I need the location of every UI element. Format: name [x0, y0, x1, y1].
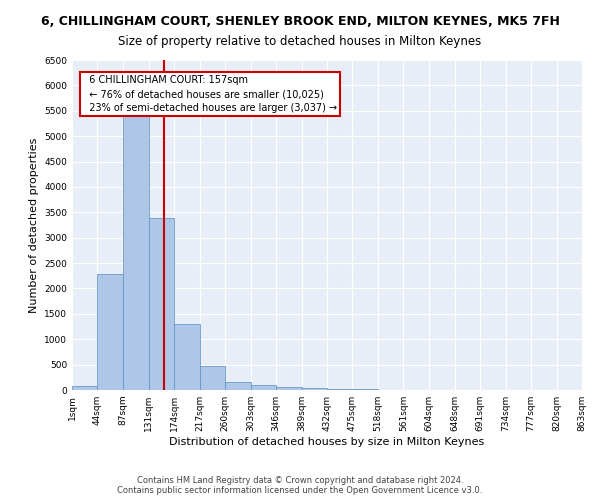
Bar: [175, 324, 200, 390]
Bar: [225, 382, 251, 390]
Bar: [72, 386, 97, 390]
Text: Contains HM Land Registry data © Crown copyright and database right 2024.
Contai: Contains HM Land Registry data © Crown c…: [118, 476, 482, 495]
Y-axis label: Number of detached properties: Number of detached properties: [29, 138, 38, 312]
Bar: [251, 386, 276, 390]
Bar: [149, 218, 175, 390]
Text: Size of property relative to detached houses in Milton Keynes: Size of property relative to detached ho…: [118, 35, 482, 48]
Bar: [200, 366, 225, 390]
Bar: [276, 388, 302, 390]
Bar: [327, 389, 352, 390]
Bar: [97, 274, 123, 390]
Bar: [302, 388, 327, 390]
X-axis label: Distribution of detached houses by size in Milton Keynes: Distribution of detached houses by size …: [169, 437, 485, 447]
Bar: [123, 114, 149, 390]
Text: 6, CHILLINGHAM COURT, SHENLEY BROOK END, MILTON KEYNES, MK5 7FH: 6, CHILLINGHAM COURT, SHENLEY BROOK END,…: [41, 15, 559, 28]
Text: 6 CHILLINGHAM COURT: 157sqm
  ← 76% of detached houses are smaller (10,025)
  23: 6 CHILLINGHAM COURT: 157sqm ← 76% of det…: [83, 75, 337, 113]
